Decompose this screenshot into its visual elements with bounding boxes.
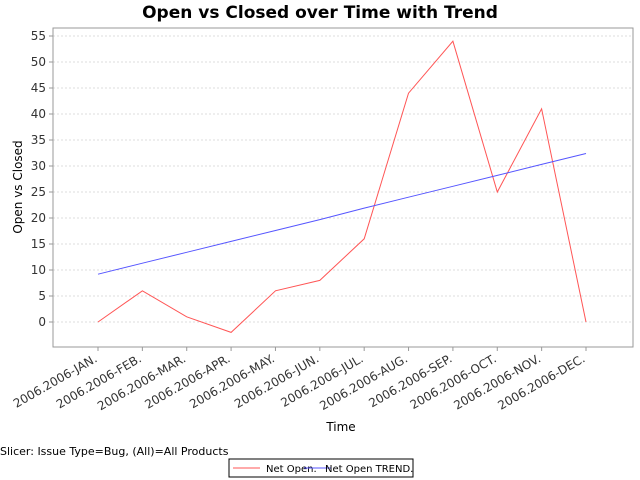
x-axis-label: Time <box>325 420 355 434</box>
y-tick-label: 35 <box>31 133 46 147</box>
x-axis: 2006.2006-JAN.2006.2006-FEB.2006.2006-MA… <box>11 347 588 413</box>
y-tick-label: 10 <box>31 263 46 277</box>
y-tick-label: 0 <box>38 315 46 329</box>
y-tick-label: 20 <box>31 211 46 225</box>
legend-label-1: Net Open TREND. <box>325 464 413 475</box>
plot-area <box>52 27 634 348</box>
chart-title: Open vs Closed over Time with Trend <box>142 3 498 23</box>
y-tick-label: 30 <box>31 159 46 173</box>
gridlines <box>53 35 633 323</box>
y-tick-label: 55 <box>31 29 46 43</box>
y-tick-label: 50 <box>31 55 46 69</box>
y-tick-label: 5 <box>38 289 46 303</box>
legend: Net Open. Net Open TREND. <box>228 458 414 478</box>
series-lines <box>97 40 587 333</box>
y-tick-label: 45 <box>31 81 46 95</box>
y-tick-label: 25 <box>31 185 46 199</box>
y-tick-label: 40 <box>31 107 46 121</box>
slicer-text: Slicer: Issue Type=Bug, (All)=All Produc… <box>0 445 229 458</box>
y-axis: 0 5 10 15 20 25 30 35 40 45 50 55 <box>31 29 53 329</box>
y-tick-label: 15 <box>31 237 46 251</box>
series-line-0 <box>97 40 587 333</box>
legend-label-0: Net Open. <box>266 464 317 475</box>
y-axis-label: Open vs Closed <box>11 140 25 233</box>
series-line-1 <box>97 153 587 275</box>
